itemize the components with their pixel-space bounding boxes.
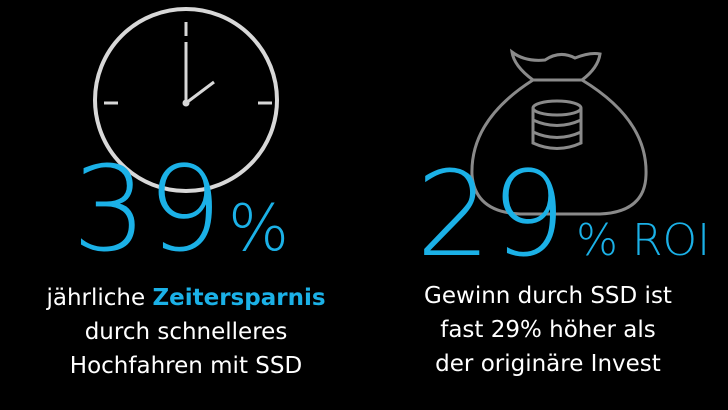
stat-block: 29% ROI: [416, 145, 710, 283]
stat-block: 39%: [72, 140, 289, 278]
stat-unit: % ROI: [576, 215, 710, 266]
description-line: Gewinn durch SSD ist: [424, 283, 672, 309]
clock-icon: [93, 7, 279, 193]
highlight: Zeitersparnis: [152, 285, 325, 311]
stat-number: 29: [416, 145, 566, 283]
text: jährliche: [45, 285, 152, 311]
description-line: Hochfahren mit SSD: [70, 353, 302, 379]
stat-unit: %: [228, 192, 289, 266]
stat-number: 39: [72, 140, 222, 278]
description-line: fast 29% höher als: [440, 317, 656, 343]
description-line: jährliche Zeitersparnis: [45, 285, 325, 311]
description-line: durch schnelleres: [85, 319, 288, 345]
money-bag-icon: [470, 48, 648, 216]
description-line: der originäre Invest: [435, 351, 661, 377]
